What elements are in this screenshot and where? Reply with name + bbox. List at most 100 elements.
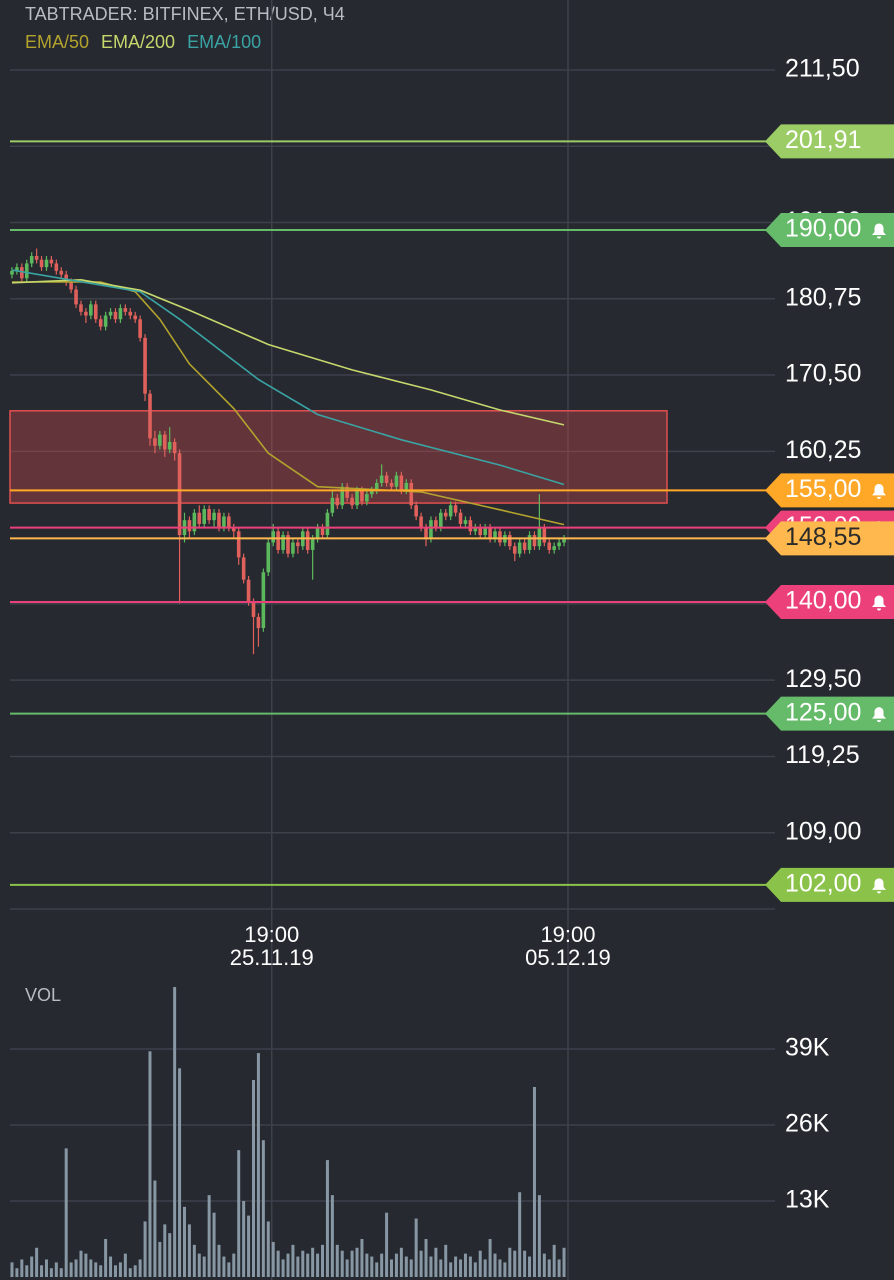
candle-body (69, 282, 73, 290)
candle-body (424, 527, 428, 539)
candle-body (49, 259, 54, 264)
candle-body (286, 535, 290, 554)
candle-body (296, 542, 300, 547)
volume-bar (414, 1218, 418, 1277)
volume-bar (153, 1180, 157, 1277)
alert-bell (872, 483, 886, 499)
candle-body (463, 520, 468, 524)
volume-bar (316, 1253, 320, 1277)
volume-bar (325, 1160, 329, 1277)
candle-body (197, 512, 202, 524)
volume-bar (375, 1262, 379, 1277)
candle-body (276, 531, 280, 550)
level-label: 155,00 (785, 475, 861, 503)
legend-entry: EMA/50 (25, 32, 89, 52)
volume-bar (419, 1250, 423, 1277)
candle-body (542, 527, 547, 543)
volume-bar (173, 987, 177, 1277)
volume-bar (217, 1244, 221, 1277)
level-label: 148,55 (785, 523, 861, 551)
volume-bar (365, 1253, 369, 1277)
candle-body (399, 475, 404, 491)
candle-body (172, 442, 177, 454)
volume-bar (271, 1241, 275, 1277)
ema-line (11, 269, 565, 486)
volume-bar (266, 1221, 270, 1277)
candle-body (222, 516, 226, 528)
candle-body (54, 263, 59, 271)
volume-bar (345, 1259, 349, 1277)
candle-body (522, 542, 527, 550)
candle-body (118, 308, 123, 320)
volume-bar (261, 1140, 265, 1277)
candle-body (557, 542, 561, 547)
candle-body (434, 520, 438, 528)
volume-bar (227, 1262, 231, 1277)
volume-bar (40, 1265, 44, 1277)
candle-body (320, 527, 325, 536)
volume-bar (532, 1086, 536, 1277)
volume-bar (192, 1244, 196, 1277)
candle-body (177, 453, 182, 536)
volume-bar (488, 1238, 492, 1277)
candle-body (266, 542, 271, 573)
volume-bar (523, 1250, 527, 1277)
volume-bar (547, 1259, 551, 1277)
y-tick-label: 180,75 (785, 283, 861, 311)
volume-bar (182, 1206, 186, 1277)
candle-body (532, 535, 537, 547)
candle-body (24, 263, 29, 279)
level-badge (765, 473, 894, 508)
volume-bar (79, 1250, 83, 1277)
candle-body (345, 486, 349, 498)
volume-bar (222, 1256, 226, 1277)
candle-body (384, 475, 389, 483)
volume-bar (286, 1253, 290, 1277)
candle-body (167, 442, 172, 450)
candle-body (355, 490, 359, 506)
candle-body (414, 505, 418, 517)
zone (9, 410, 668, 504)
level-badge (765, 212, 894, 247)
candle-body (527, 535, 532, 550)
volume-bar (306, 1253, 310, 1277)
volume-bar (562, 1247, 566, 1277)
candle-body (39, 259, 44, 268)
volume-bar (473, 1262, 477, 1277)
volume-bar (444, 1244, 448, 1277)
level-label: 102,00 (785, 869, 861, 897)
y-tick-label: 26K (785, 1110, 830, 1138)
candle-body (498, 531, 502, 543)
candle-body (261, 572, 266, 629)
alert-bell (872, 595, 886, 611)
volume-bar (311, 1247, 315, 1277)
candle-body (547, 542, 552, 550)
volume-bar (15, 1268, 19, 1277)
volume-bar (128, 1268, 132, 1277)
candle-body (202, 509, 207, 524)
chart-title: TABTRADER: BITFINEX, ETH/USD, Ч4 (25, 4, 345, 24)
candle-body (84, 311, 88, 316)
candle-body (291, 542, 295, 554)
volume-bar (25, 1265, 29, 1277)
volume-bar (454, 1256, 458, 1277)
volume-bar (49, 1268, 53, 1277)
volume-bar (508, 1247, 512, 1277)
candle-body (404, 482, 409, 491)
volume-bar (187, 1224, 191, 1277)
candle-body (162, 434, 167, 450)
volume-bar (99, 1265, 103, 1277)
alert-bell (872, 707, 886, 723)
volume-bar (370, 1256, 374, 1277)
legend-entry: EMA/100 (187, 32, 261, 52)
candle-body (468, 520, 473, 532)
level-badge (765, 585, 894, 620)
candle-body (128, 311, 133, 316)
level-label: 190,00 (785, 215, 861, 243)
candle-body (231, 527, 236, 532)
volume-bar (424, 1238, 428, 1277)
volume-bar (251, 1079, 255, 1277)
volume-bar (360, 1238, 364, 1277)
